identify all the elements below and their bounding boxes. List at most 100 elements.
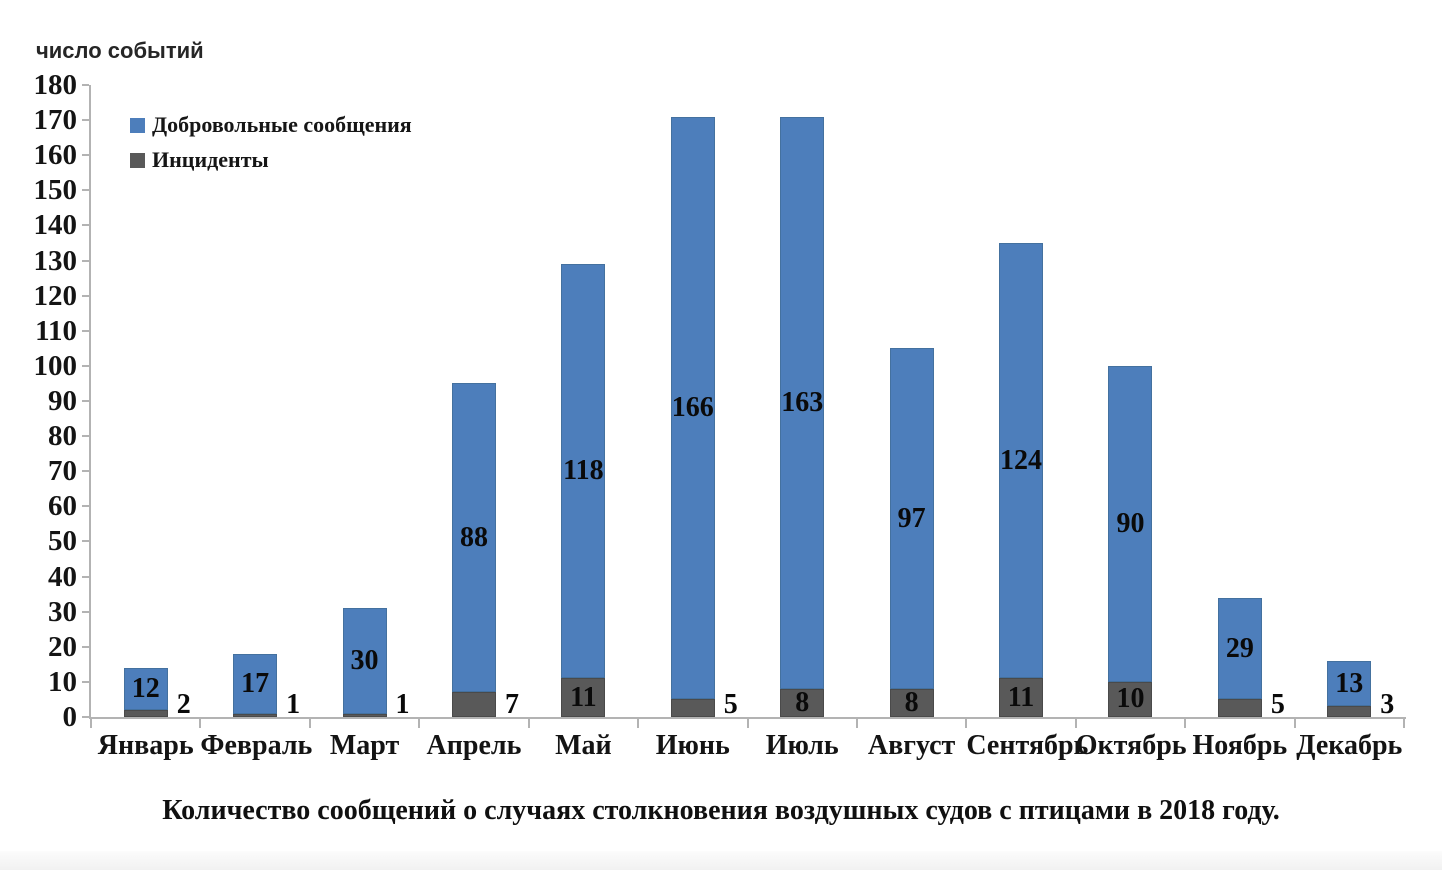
x-tick <box>1293 719 1296 728</box>
y-tick-label: 160 <box>33 139 78 172</box>
bar-label-voluntary: 90 <box>1116 507 1145 539</box>
y-tick <box>82 645 89 648</box>
y-tick-label: 180 <box>33 69 78 101</box>
chart-caption: Количество сообщений о случаях столкнове… <box>162 795 1280 826</box>
bar-segment-incidents <box>1327 706 1372 717</box>
bar-segment-incidents <box>123 709 168 717</box>
bar-label-voluntary: 163 <box>781 386 824 418</box>
bar-segment-voluntary <box>451 383 496 693</box>
bar-segment-incidents <box>999 678 1044 717</box>
bar-label-voluntary: 13 <box>1335 667 1364 699</box>
x-tick-label: Октябрь <box>1075 730 1187 761</box>
bar-label-voluntary: 166 <box>671 392 714 424</box>
x-tick <box>418 719 421 728</box>
bar-segment-voluntary <box>1217 597 1262 700</box>
y-tick <box>82 505 89 508</box>
bar-label-voluntary: 88 <box>459 521 488 553</box>
legend-item-incidents: Инциденты <box>130 147 412 173</box>
x-tick-label: Декабрь <box>1296 730 1403 761</box>
y-tick-label: 30 <box>48 595 77 628</box>
x-axis-line <box>89 717 1406 719</box>
bar-label-incidents: 1 <box>395 689 410 720</box>
y-tick <box>82 224 89 227</box>
y-tick-label: 50 <box>48 525 77 558</box>
bar-segment-incidents <box>451 692 496 717</box>
y-tick <box>82 364 89 367</box>
y-tick-label: 100 <box>33 349 78 382</box>
bar-segment-incidents <box>1108 681 1153 717</box>
y-tick <box>82 680 89 683</box>
bar-segment-voluntary <box>123 667 168 710</box>
y-tick <box>82 329 89 332</box>
x-tick-label: Июнь <box>655 730 730 761</box>
x-tick-label: Май <box>555 730 612 761</box>
bar-label-voluntary: 29 <box>1225 632 1254 664</box>
bar-segment-incidents <box>1217 699 1262 717</box>
legend-item-voluntary: Добровольные сообщения <box>130 112 412 138</box>
bar-label-incidents: 8 <box>795 686 810 718</box>
y-axis-title: число событий <box>36 38 204 63</box>
bar-segment-incidents <box>233 713 278 717</box>
bar-segment-incidents <box>780 688 825 717</box>
bottom-strip <box>0 851 1442 870</box>
bar-segment-voluntary <box>233 653 278 714</box>
bar-segment-voluntary <box>1108 365 1153 682</box>
y-tick-label: 20 <box>48 630 77 663</box>
legend: Добровольные сообщения Инциденты <box>130 112 412 173</box>
y-tick <box>82 435 89 438</box>
y-tick <box>82 470 89 473</box>
y-tick-label: 120 <box>33 279 78 312</box>
bar-segment-voluntary <box>889 348 934 689</box>
bar-segment-voluntary <box>670 116 715 700</box>
bar-label-voluntary: 30 <box>350 644 379 676</box>
y-tick <box>82 400 89 402</box>
y-tick-label: 70 <box>48 455 77 488</box>
x-tick <box>855 719 858 728</box>
bar-segment-voluntary <box>999 243 1044 679</box>
bar-label-voluntary: 118 <box>563 455 604 487</box>
bar-label-voluntary: 124 <box>1000 444 1043 476</box>
x-tick <box>199 719 202 728</box>
bar-label-voluntary: 12 <box>131 672 160 704</box>
y-tick-label: 60 <box>48 490 77 523</box>
x-tick-label: Апрель <box>426 730 522 761</box>
x-tick <box>1184 719 1187 728</box>
legend-label-voluntary: Добровольные сообщения <box>152 112 412 137</box>
bar-label-incidents: 11 <box>570 681 597 713</box>
bar-segment-voluntary <box>1327 660 1372 707</box>
bar-segment-incidents <box>342 713 387 717</box>
y-tick-label: 10 <box>48 665 77 698</box>
y-tick-label: 110 <box>35 314 77 347</box>
y-tick-label: 170 <box>33 104 78 137</box>
y-tick <box>82 540 89 543</box>
y-tick <box>82 294 89 297</box>
y-tick <box>82 189 89 192</box>
bar-label-incidents: 5 <box>723 689 738 720</box>
x-tick <box>1074 719 1077 728</box>
y-tick-label: 0 <box>62 701 78 733</box>
x-tick <box>637 719 640 728</box>
x-tick-label: Сентябрь <box>966 730 1089 761</box>
bar-segment-incidents <box>670 699 715 717</box>
bar-label-incidents: 3 <box>1380 689 1395 720</box>
y-tick-label: 130 <box>33 244 78 277</box>
bar-label-incidents: 2 <box>176 689 191 720</box>
bar-segment-voluntary <box>561 264 606 679</box>
bar-label-voluntary: 17 <box>241 667 270 699</box>
bar-label-voluntary: 97 <box>897 502 926 534</box>
y-tick-label: 90 <box>48 385 77 417</box>
x-tick-label: Февраль <box>200 730 313 761</box>
y-tick <box>82 575 89 578</box>
legend-label-incidents: Инциденты <box>152 147 269 172</box>
x-tick <box>965 719 968 728</box>
x-tick-label: Январь <box>97 730 194 761</box>
x-tick-label: Июль <box>765 730 839 761</box>
x-tick <box>90 719 92 728</box>
x-tick <box>527 719 530 728</box>
bar-label-incidents: 5 <box>1270 689 1285 720</box>
x-tick <box>1403 719 1405 728</box>
bar-segment-voluntary <box>780 116 825 689</box>
x-tick-label: Март <box>329 730 400 761</box>
plot-area: 0 10 20 30 40 50 60 70 80 90 100 110 120 130 140 150 160… <box>34 70 1406 761</box>
